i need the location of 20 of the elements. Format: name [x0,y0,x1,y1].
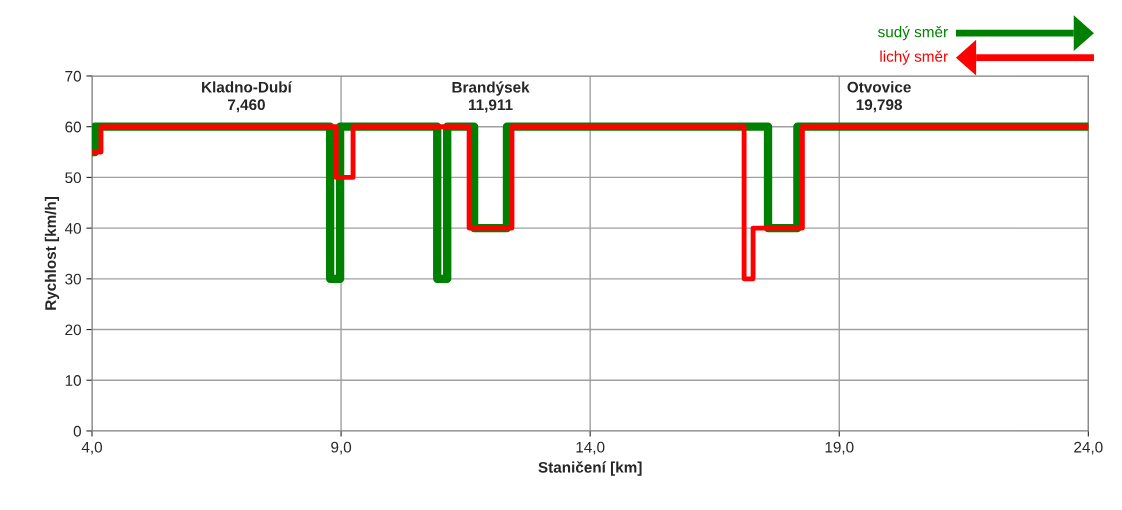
y-tick-label: 30 [65,273,81,285]
x-tick-label: 14,0 [576,441,605,455]
y-tick-label: 10 [65,375,81,386]
y-tick-label: 50 [65,172,81,184]
x-tick-label: 19,0 [825,441,854,455]
x-tick-label: 4,0 [81,441,103,455]
annotation: Otvovice 19,798 [847,81,911,113]
x-tick-label: 9,0 [331,441,352,455]
y-tick-label: 0 [73,425,81,437]
annotation: Brandýsek 11,911 [452,81,530,113]
text: sudý směr [878,25,948,41]
y-tick-label: 60 [65,121,81,133]
x-axis-title: Staničení [km] [538,461,642,476]
y-tick-label: 70 [65,70,81,82]
x-tick-label: 24,0 [1074,441,1103,455]
y-tick-label: 40 [64,222,81,234]
y-tick-label: 20 [65,324,81,336]
legend-label: lichý směr [880,50,948,65]
y-axis-title: Rychlost [km/h] [44,197,60,310]
annotation: Kladno-Dubí 7,460 [202,81,293,113]
